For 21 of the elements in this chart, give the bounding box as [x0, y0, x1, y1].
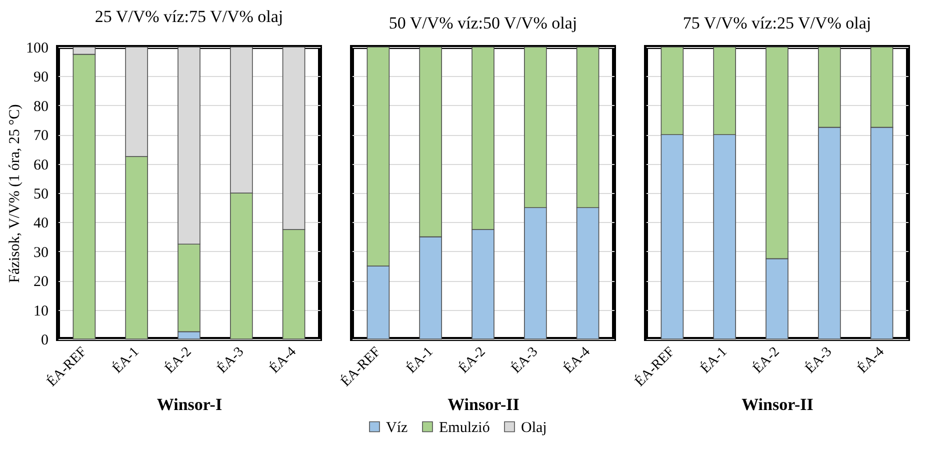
chart-title: 50 V/V% víz:50 V/V% olaj [388, 14, 578, 33]
x-axis-title: Winsor-I [156, 395, 222, 414]
y-tick-label: 20 [34, 274, 48, 290]
y-tick-label: 50 [34, 186, 48, 202]
x-axis-title: Winsor-II [448, 395, 520, 414]
y-tick-label: 70 [34, 128, 48, 144]
x-axis-title: Winsor-II [742, 395, 814, 414]
legend-label: Emulzió [439, 420, 490, 436]
chart-title: 25 V/V% víz:75 V/V% olaj [94, 7, 284, 26]
y-tick-label: 40 [34, 216, 48, 232]
chart-title: 75 V/V% víz:25 V/V% olaj [682, 14, 872, 33]
y-tick-label: 100 [26, 40, 48, 56]
y-tick-label: 0 [41, 332, 48, 348]
y-tick-label: 30 [34, 244, 48, 261]
legend-label: Víz [386, 420, 408, 436]
y-axis-title: Fázisok, V/V% (1 óra, 25 °C) [7, 104, 23, 283]
y-tick-label: 90 [34, 70, 48, 86]
y-tick-label: 80 [34, 98, 48, 115]
y-tick-label: 60 [34, 157, 48, 174]
legend-label: Olaj [521, 420, 547, 436]
y-tick-label: 10 [34, 303, 48, 320]
